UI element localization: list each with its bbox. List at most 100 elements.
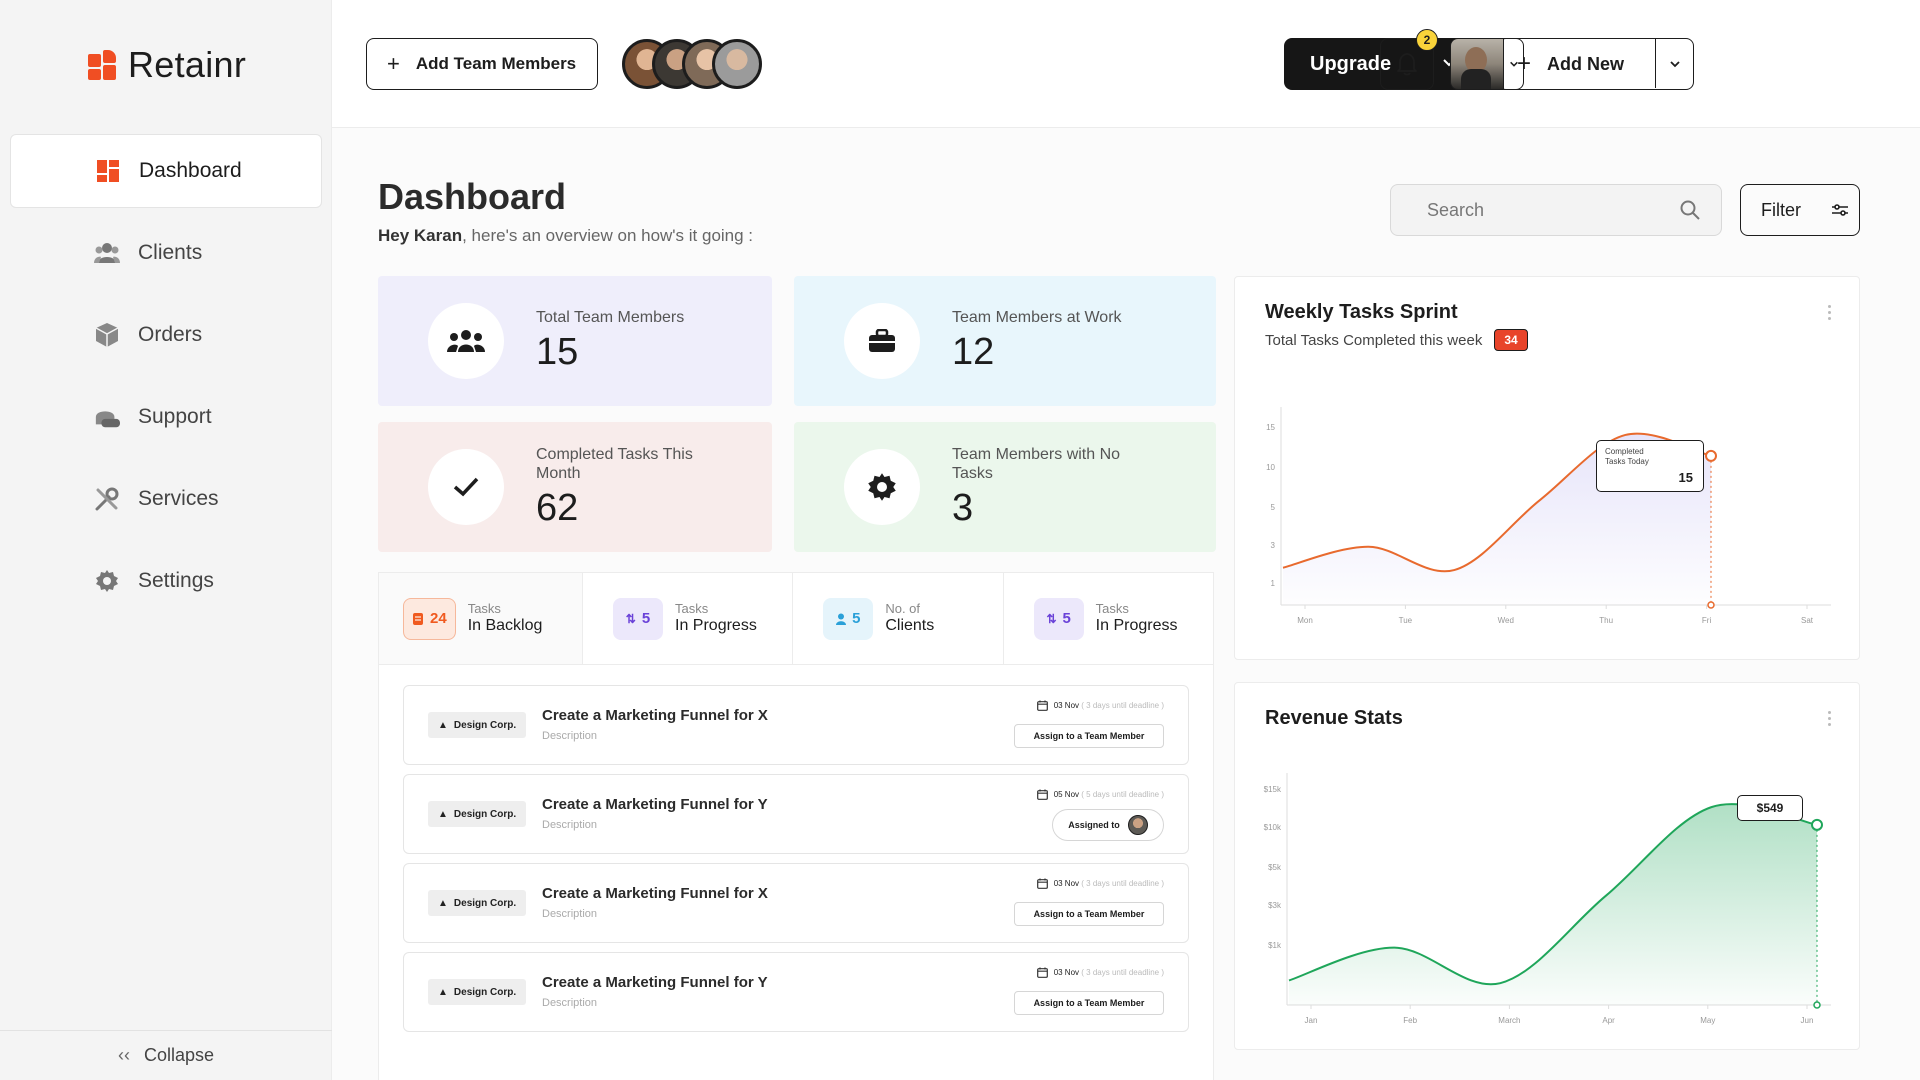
task-card[interactable]: ▲ Design Corp. Create a Marketing Funnel … bbox=[403, 863, 1189, 943]
user-menu[interactable] bbox=[1450, 38, 1524, 90]
filter-button[interactable]: Filter bbox=[1740, 184, 1860, 236]
stat-card-at-work[interactable]: Team Members at Work 12 bbox=[794, 276, 1216, 406]
collapse-button[interactable]: ‹‹ Collapse bbox=[0, 1030, 332, 1080]
due-date: 03 Nov bbox=[1053, 879, 1080, 888]
y-tick-label: $1k bbox=[1268, 941, 1282, 950]
avatar bbox=[1127, 815, 1148, 835]
stat-card-no-tasks[interactable]: Team Members with No Tasks 3 bbox=[794, 422, 1216, 552]
add-team-members-label: Add Team Members bbox=[415, 54, 577, 73]
client-chip: ▲ Design Corp. bbox=[428, 712, 527, 738]
series-line bbox=[1282, 432, 1712, 573]
data-point-marker[interactable] bbox=[1811, 818, 1823, 831]
tooltip-label: Completed Tasks Today bbox=[1605, 447, 1649, 466]
sidebar-item-clients[interactable]: Clients bbox=[10, 216, 322, 290]
revenue-stats-card: Revenue Stats $1k $3k $5k $10k $15k Jan Feb Mar… bbox=[1234, 682, 1860, 1050]
support-icon bbox=[94, 404, 120, 430]
notifications-button[interactable] bbox=[1380, 38, 1434, 90]
client-chip: ▲ Design Corp. bbox=[428, 801, 527, 827]
task-description: Description bbox=[542, 997, 598, 1009]
user-avatar bbox=[1451, 39, 1503, 89]
sidebar-item-support[interactable]: Support bbox=[10, 380, 322, 454]
task-card[interactable]: ▲ Design Corp. Create a Marketing Funnel … bbox=[403, 685, 1189, 765]
task-title: Create a Marketing Funnel for X bbox=[542, 885, 768, 902]
add-team-members-button[interactable]: + Add Team Members bbox=[366, 38, 598, 90]
calendar-icon bbox=[1036, 878, 1048, 889]
notification-badge: 2 bbox=[1416, 29, 1438, 51]
sidebar-item-orders[interactable]: Orders bbox=[10, 298, 322, 372]
add-new-label: Add New bbox=[1547, 53, 1625, 74]
plus-icon: + bbox=[387, 51, 400, 76]
tab-subtitle: Clients bbox=[885, 617, 935, 634]
x-tick-label: Fri bbox=[1702, 616, 1712, 625]
add-new-dropdown[interactable] bbox=[1655, 39, 1693, 88]
gear-icon bbox=[94, 568, 120, 594]
assign-team-member-button[interactable]: Assign to a Team Member bbox=[1014, 991, 1164, 1015]
tab-clients[interactable]: 5 No. of Clients bbox=[793, 573, 1004, 664]
sidebar-item-settings[interactable]: Settings bbox=[10, 544, 322, 618]
task-card[interactable]: ▲ Design Corp. Create a Marketing Funnel … bbox=[403, 952, 1189, 1032]
y-tick-label: $5k bbox=[1268, 863, 1282, 872]
assigned-label: Assigned to bbox=[1068, 820, 1120, 830]
tooltip-value: 15 bbox=[1678, 470, 1693, 485]
greeting-name: Hey Karan bbox=[378, 226, 463, 245]
client-name: Design Corp. bbox=[453, 808, 517, 820]
assigned-to-button[interactable]: Assigned to bbox=[1052, 809, 1164, 841]
document-icon bbox=[413, 612, 423, 625]
stat-card-total-team[interactable]: Total Team Members 15 bbox=[378, 276, 772, 406]
upgrade-label: Upgrade bbox=[1310, 52, 1392, 75]
calendar-icon bbox=[1036, 700, 1048, 711]
task-due-date: 03 Nov ( 3 days until deadline ) bbox=[1036, 878, 1164, 889]
weekly-tasks-card: Weekly Tasks Sprint Total Tasks Complete… bbox=[1234, 276, 1860, 660]
tab-subtitle: In Progress bbox=[1095, 617, 1178, 634]
card-title: Revenue Stats bbox=[1265, 707, 1403, 729]
task-card[interactable]: ▲ Design Corp. Create a Marketing Funnel … bbox=[403, 774, 1189, 854]
x-tick-label: March bbox=[1498, 1016, 1520, 1025]
add-new-button[interactable]: + Add New bbox=[1498, 38, 1694, 90]
client-name: Design Corp. bbox=[453, 986, 517, 998]
y-tick-label: 15 bbox=[1266, 423, 1275, 432]
y-tick-label: $10k bbox=[1264, 823, 1282, 832]
tab-count: 5 bbox=[852, 610, 861, 627]
app-name: Retainr bbox=[128, 44, 247, 85]
sort-arrows-icon: ⇅ bbox=[625, 611, 636, 626]
tab-subtitle: In Backlog bbox=[467, 617, 543, 634]
task-due-date: 05 Nov ( 5 days until deadline ) bbox=[1036, 789, 1164, 800]
more-options-icon[interactable] bbox=[1828, 305, 1831, 320]
client-name: Design Corp. bbox=[453, 897, 517, 909]
tab-count-badge: ⇅ 5 bbox=[1033, 597, 1084, 640]
sidebar-item-dashboard[interactable]: Dashboard bbox=[10, 134, 322, 208]
deadline-note: ( 5 days until deadline ) bbox=[1081, 790, 1164, 799]
tab-title: Tasks bbox=[467, 601, 501, 616]
search-input[interactable]: Search bbox=[1390, 184, 1722, 236]
logo[interactable]: Retainr bbox=[88, 44, 246, 86]
stat-card-completed-tasks[interactable]: Completed Tasks This Month 62 bbox=[378, 422, 772, 552]
tab-title: Tasks bbox=[675, 601, 709, 616]
assign-team-member-button[interactable]: Assign to a Team Member bbox=[1014, 724, 1164, 748]
due-date: 03 Nov bbox=[1053, 701, 1080, 710]
chevron-down-icon bbox=[1669, 60, 1680, 67]
x-tick-label: Thu bbox=[1599, 616, 1613, 625]
task-description: Description bbox=[542, 819, 598, 831]
tab-backlog[interactable]: 24 Tasks In Backlog bbox=[379, 573, 583, 664]
deadline-note: ( 3 days until deadline ) bbox=[1081, 701, 1164, 710]
avatar bbox=[712, 39, 762, 89]
more-options-icon[interactable] bbox=[1828, 711, 1831, 726]
chart-tooltip: Completed Tasks Today 15 bbox=[1596, 440, 1704, 492]
tab-in-progress[interactable]: ⇅ 5 Tasks In Progress bbox=[583, 573, 794, 664]
tab-in-progress-2[interactable]: ⇅ 5 Tasks In Progress bbox=[1004, 573, 1213, 664]
tab-count: 24 bbox=[430, 610, 447, 627]
x-tick-label: Jan bbox=[1305, 1016, 1318, 1025]
data-point-marker[interactable] bbox=[1705, 449, 1717, 462]
x-tick-label: Apr bbox=[1602, 1016, 1615, 1025]
assign-team-member-button[interactable]: Assign to a Team Member bbox=[1014, 902, 1164, 926]
sort-arrows-icon: ⇅ bbox=[1046, 611, 1057, 626]
task-description: Description bbox=[542, 730, 598, 742]
axis-point-marker bbox=[1813, 1001, 1821, 1009]
sidebar-item-services[interactable]: Services bbox=[10, 462, 322, 536]
stat-label: Total Team Members bbox=[536, 309, 685, 326]
tools-icon bbox=[94, 486, 120, 512]
subtitle-text: Total Tasks Completed this week bbox=[1265, 331, 1483, 349]
sliders-icon bbox=[1832, 204, 1848, 216]
tab-count-badge: ⇅ 5 bbox=[613, 597, 663, 640]
x-tick-label: Mon bbox=[1297, 616, 1313, 625]
